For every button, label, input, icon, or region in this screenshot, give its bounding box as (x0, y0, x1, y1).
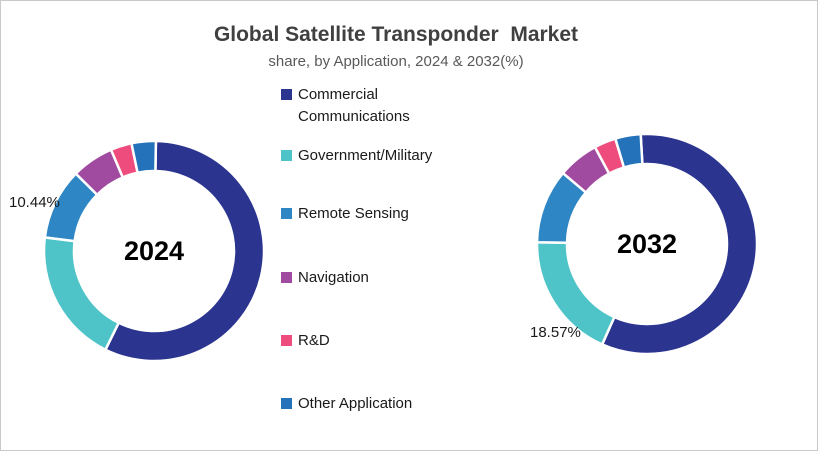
slice-other-application-2024 (130, 139, 158, 175)
legend-swatch-commercial-communications (281, 89, 292, 100)
legend-swatch-navigation (281, 272, 292, 283)
legend-swatch-remote-sensing (281, 208, 292, 219)
legend-label-navigation: Navigation (298, 269, 369, 286)
donut-chart-2032 (535, 132, 759, 356)
legend-item-other-application: Other Application (281, 393, 471, 415)
legend-item-r-and-d: R&D (281, 330, 471, 352)
legend-label-r-and-d: R&D (298, 332, 330, 349)
legend-swatch-government-military (281, 150, 292, 161)
chart-subtitle: share, by Application, 2024 & 2032(%) (268, 53, 524, 70)
legend-label-remote-sensing: Remote Sensing (298, 205, 409, 222)
data-label-government-military-2032: 18.57% (530, 324, 581, 341)
data-label-remote-sensing-2024: 10.44% (9, 194, 60, 211)
slice-government-military-2024 (42, 235, 121, 352)
slice-other-application-2032 (613, 132, 644, 169)
slice-commercial-communications-2032 (600, 132, 759, 356)
legend-swatch-other-application (281, 398, 292, 409)
chart-title: Global Satellite Transponder Market (213, 23, 579, 46)
legend-item-remote-sensing: Remote Sensing (281, 203, 471, 225)
legend-swatch-r-and-d (281, 335, 292, 346)
legend-item-navigation: Navigation (281, 267, 471, 289)
legend-label-other-application: Other Application (298, 395, 413, 412)
legend-item-government-military: Government/Military (281, 145, 471, 167)
legend-label-government-military: Government/Military (298, 147, 433, 164)
slice-commercial-communications-2024 (103, 139, 266, 363)
donut-chart-2024 (42, 139, 266, 363)
legend-item-commercial-communications: Commercial Communications (281, 84, 471, 128)
legend-label-commercial-communications: Commercial Communications (298, 86, 410, 125)
